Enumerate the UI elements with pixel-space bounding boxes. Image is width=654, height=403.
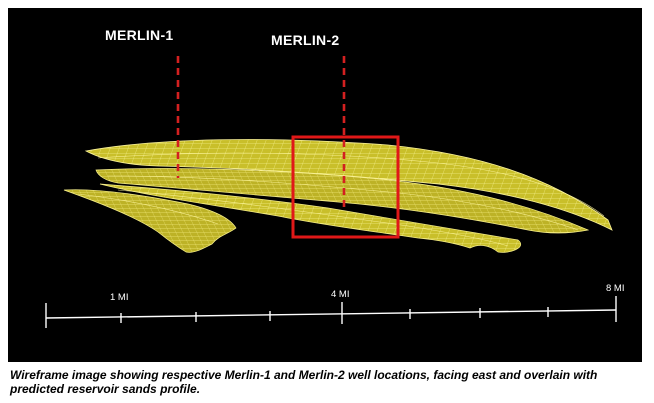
- figure-caption: Wireframe image showing respective Merli…: [10, 368, 598, 396]
- scale-label-8mi: 8 MI: [606, 283, 625, 294]
- wireframe-streaks: [77, 152, 605, 247]
- reservoir-sand-middle: [95, 168, 590, 234]
- area-of-interest-box: [291, 135, 400, 239]
- reservoir-sand-west-lobe: [63, 189, 237, 253]
- wireframe-figure: MERLIN-1 MERLIN-2 1 MI 4 MI 8 MI: [8, 8, 642, 362]
- merlin-1-label: MERLIN-1: [105, 27, 174, 43]
- scale-label-1mi: 1 MI: [110, 292, 129, 303]
- scale-bar: [45, 296, 617, 328]
- scale-label-4mi: 4 MI: [331, 289, 350, 300]
- reservoir-sand-lower: [99, 183, 521, 253]
- merlin-2-label: MERLIN-2: [271, 32, 340, 48]
- wireframe-canvas: [45, 56, 617, 328]
